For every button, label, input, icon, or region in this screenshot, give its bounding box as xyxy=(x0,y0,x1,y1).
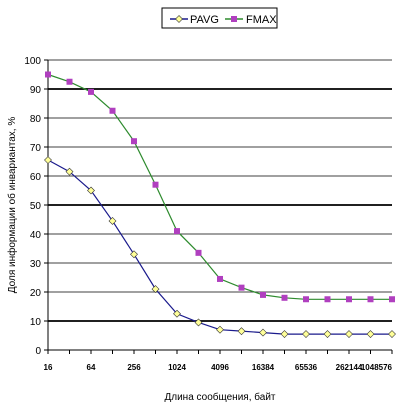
data-point-fmax-9 xyxy=(238,284,245,291)
data-point-pavg-15 xyxy=(366,330,375,338)
data-point-fmax-0 xyxy=(45,71,51,78)
data-point-pavg-12 xyxy=(302,330,310,338)
x-tick-label-256: 256 xyxy=(127,363,141,372)
y-tick-label-30: 30 xyxy=(30,259,42,270)
data-point-fmax-8 xyxy=(217,275,223,282)
data-point-fmax-13 xyxy=(324,296,331,303)
y-tick-label-90: 90 xyxy=(30,85,42,96)
legend-box xyxy=(161,7,278,29)
y-axis-ticks: 0 10 20 30 40 50 60 70 80 90 100 xyxy=(24,56,48,357)
data-point-pavg-2 xyxy=(87,186,95,195)
data-point-pavg-11 xyxy=(280,330,289,338)
data-point-pavg-10 xyxy=(259,328,267,337)
data-point-fmax-3 xyxy=(109,107,116,114)
data-point-pavg-16 xyxy=(388,330,396,338)
y-tick-label-80: 80 xyxy=(30,114,42,125)
data-point-fmax-6 xyxy=(174,228,180,235)
legend-label-pavg: PAVG xyxy=(190,14,219,26)
y-tick-label-50: 50 xyxy=(30,201,42,212)
series-line-pavg xyxy=(47,159,392,335)
data-point-fmax-16 xyxy=(389,296,395,303)
x-tick-label-4096: 4096 xyxy=(211,363,229,372)
data-point-fmax-1 xyxy=(66,78,73,85)
y-tick-label-0: 0 xyxy=(35,346,41,357)
data-point-pavg-5 xyxy=(151,285,160,294)
x-axis-title: Длина сообщения, байт xyxy=(164,391,275,403)
data-point-pavg-3 xyxy=(108,217,117,225)
data-point-fmax-15 xyxy=(367,296,374,303)
y-tick-label-40: 40 xyxy=(30,230,42,241)
gridlines xyxy=(48,59,392,322)
data-point-fmax-12 xyxy=(303,296,309,303)
data-point-pavg-14 xyxy=(345,330,353,338)
legend-label-fmax: FMAX xyxy=(246,14,277,26)
data-point-pavg-13 xyxy=(323,330,332,338)
data-point-fmax-10 xyxy=(260,291,266,298)
data-point-fmax-5 xyxy=(152,181,159,188)
x-tick-label-16: 16 xyxy=(44,363,53,372)
series-line-fmax xyxy=(47,73,392,300)
x-tick-label-262144: 262144 xyxy=(336,363,363,372)
data-point-fmax-7 xyxy=(195,249,202,256)
data-point-fmax-11 xyxy=(281,294,288,301)
data-point-pavg-6 xyxy=(173,309,181,318)
x-tick-label-65536: 65536 xyxy=(295,363,318,372)
y-tick-label-60: 60 xyxy=(30,172,42,183)
y-tick-label-100: 100 xyxy=(24,56,41,67)
data-point-fmax-2 xyxy=(88,88,94,95)
data-point-pavg-7 xyxy=(194,318,203,327)
y-tick-label-20: 20 xyxy=(30,288,42,299)
x-tick-label-1048576: 1048576 xyxy=(361,363,393,372)
legend: PAVG FMAX xyxy=(161,7,278,29)
data-point-pavg-0 xyxy=(44,156,52,164)
data-point-pavg-8 xyxy=(216,325,224,334)
x-tick-label-16384: 16384 xyxy=(252,363,275,372)
legend-marker-pavg xyxy=(175,15,183,23)
data-point-fmax-4 xyxy=(131,138,137,145)
y-axis-title: Доля информации об инвариантах, % xyxy=(6,117,18,294)
data-point-pavg-1 xyxy=(65,167,74,176)
x-tick-label-1024: 1024 xyxy=(168,363,186,372)
legend-marker-fmax xyxy=(231,16,237,22)
data-point-fmax-14 xyxy=(346,296,352,303)
x-tick-label-64: 64 xyxy=(87,363,96,372)
series-markers xyxy=(44,71,396,338)
y-tick-label-70: 70 xyxy=(30,143,42,154)
data-point-pavg-4 xyxy=(130,250,138,259)
data-point-pavg-9 xyxy=(237,327,246,336)
y-tick-label-10: 10 xyxy=(30,317,42,328)
